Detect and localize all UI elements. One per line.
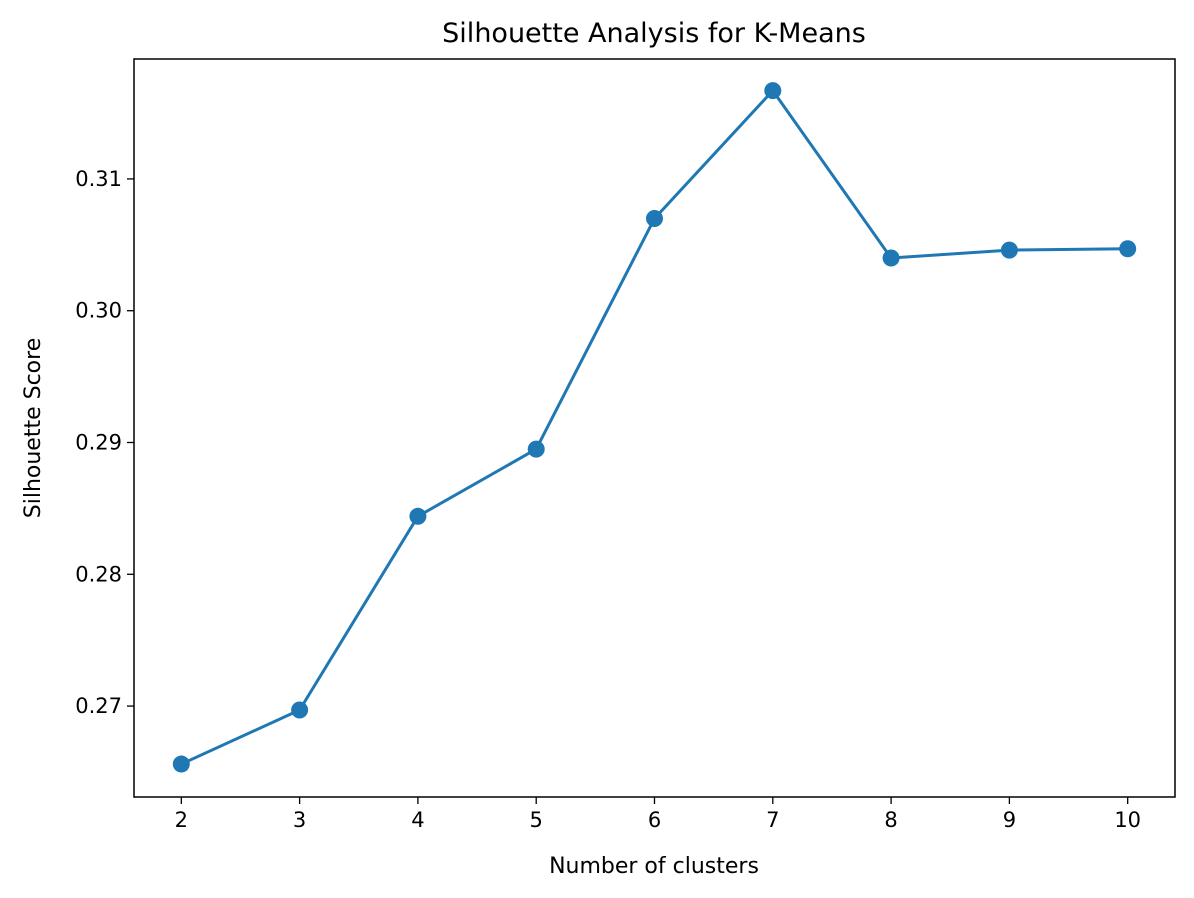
data-point bbox=[409, 507, 427, 525]
y-axis-label: Silhouette Score bbox=[21, 338, 46, 518]
y-tick-label: 0.27 bbox=[75, 694, 122, 718]
data-point bbox=[1119, 240, 1137, 258]
x-tick-label: 4 bbox=[411, 808, 424, 832]
y-tick-label: 0.29 bbox=[75, 430, 122, 454]
series-layer bbox=[172, 82, 1137, 773]
data-point bbox=[1000, 241, 1018, 259]
x-tick-label: 9 bbox=[1003, 808, 1016, 832]
data-point bbox=[882, 249, 900, 267]
x-tick-label: 2 bbox=[175, 808, 188, 832]
x-tick-label: 5 bbox=[530, 808, 543, 832]
data-point bbox=[172, 755, 190, 773]
y-tick-label: 0.30 bbox=[75, 299, 122, 323]
x-tick-label: 6 bbox=[648, 808, 661, 832]
x-tick-label: 3 bbox=[293, 808, 306, 832]
plot-area-frame bbox=[133, 58, 1176, 798]
x-tick-label: 8 bbox=[884, 808, 897, 832]
chart-title: Silhouette Analysis for K-Means bbox=[442, 18, 866, 49]
data-point bbox=[646, 209, 663, 227]
x-axis-label: Number of clusters bbox=[549, 854, 759, 879]
x-tick-label: 10 bbox=[1114, 808, 1141, 832]
x-tick-label: 7 bbox=[766, 808, 779, 832]
data-point bbox=[291, 701, 309, 719]
data-point bbox=[527, 440, 545, 458]
y-tick-label: 0.28 bbox=[75, 562, 122, 586]
axis-ticks: 2 3 4 5 6 7 8 9 10 0.27 0.28 0.29 0.30 0.31 bbox=[75, 167, 1141, 832]
y-tick-label: 0.31 bbox=[75, 167, 122, 191]
data-point bbox=[764, 82, 782, 100]
